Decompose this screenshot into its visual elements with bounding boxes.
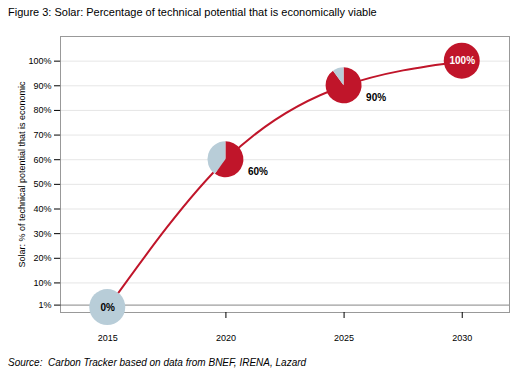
svg-text:Solar: % of technical potentia: Solar: % of technical potential that is … — [17, 81, 27, 268]
svg-text:10%: 10% — [33, 278, 51, 288]
svg-text:30%: 30% — [33, 229, 51, 239]
svg-text:2020: 2020 — [216, 333, 236, 343]
svg-text:50%: 50% — [33, 179, 51, 189]
svg-text:100%: 100% — [28, 56, 51, 66]
svg-text:60%: 60% — [33, 155, 51, 165]
svg-text:90%: 90% — [366, 92, 386, 103]
svg-text:2025: 2025 — [334, 333, 354, 343]
svg-text:60%: 60% — [248, 166, 268, 177]
svg-text:0%: 0% — [101, 302, 116, 313]
svg-text:90%: 90% — [33, 81, 51, 91]
svg-text:80%: 80% — [33, 105, 51, 115]
html-text:Figure 3: Solar: Percentage of: Figure 3: Solar: Percentage of technical… — [8, 6, 377, 18]
svg-text:1%: 1% — [38, 300, 51, 310]
svg-text:2030: 2030 — [452, 333, 472, 343]
svg-text:20%: 20% — [33, 253, 51, 263]
html-text:Source: Carbon Tracker based o: Source: Carbon Tracker based on data fro… — [8, 357, 307, 368]
svg-text:70%: 70% — [33, 130, 51, 140]
svg-text:100%: 100% — [449, 55, 475, 66]
svg-text:40%: 40% — [33, 204, 51, 214]
svg-text:2015: 2015 — [98, 333, 118, 343]
